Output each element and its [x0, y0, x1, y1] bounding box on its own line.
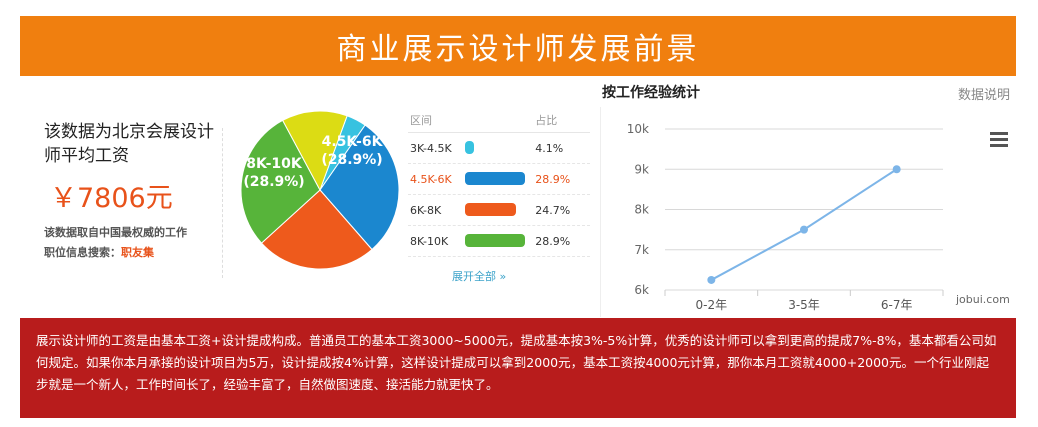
share-bar — [464, 172, 525, 185]
share-bar — [464, 234, 525, 247]
row-share: 4.1% — [535, 141, 564, 155]
description-panel: 展示设计师的工资是由基本工资+设计提成构成。普通员工的基本工资3000~5000… — [20, 318, 1016, 418]
x-tick-label: 6-7年 — [881, 298, 913, 312]
x-tick-label: 3-5年 — [788, 298, 820, 312]
experience-line-chart: 10k 9k 8k 7k 6k 0-2年 3-5年 6-7年 — [600, 107, 1017, 317]
series-line — [710, 168, 898, 281]
table-row: 8K-10K 28.9% — [408, 226, 590, 257]
row-range: 6K-8K — [410, 203, 442, 217]
row-range: 3K-4.5K — [410, 141, 452, 155]
table-row: 4.5K-6K 28.9% — [408, 164, 590, 195]
average-salary: ￥7806元 — [50, 183, 173, 214]
y-tick-label: 6k — [634, 283, 649, 297]
pie-slice — [240, 119, 321, 244]
chart-title: 按工作经验统计 — [602, 85, 700, 101]
page-title: 商业展示设计师发展前景 — [336, 32, 700, 67]
pie-slice — [319, 124, 400, 251]
col-range-header: 区间 — [410, 114, 432, 127]
pie-label-8k-10k: 8K-10K — [246, 156, 303, 172]
share-bar — [464, 203, 516, 216]
data-note-link[interactable]: 数据说明 — [957, 88, 1010, 103]
pie-slice — [282, 110, 348, 192]
salary-summary: 该数据为北京会展设计师平均工资 ￥7806元 该数据取自中国最权威的工作 职位信… — [44, 120, 224, 263]
row-range: 8K-10K — [410, 234, 449, 248]
y-tick-label: 9k — [634, 162, 649, 176]
table-row: 3K-4.5K 4.1% — [408, 133, 590, 164]
watermark: jobui.com — [956, 293, 1010, 306]
salary-pie-chart: 4.5K-6K (28.9%) 8K-10K (28.9%) — [240, 108, 400, 278]
table-header: 区间 占比 — [408, 112, 590, 133]
pie-label-4-5k-6k-pct: (28.9%) — [321, 152, 382, 168]
pie-label-8k-10k-pct: (28.9%) — [243, 174, 304, 190]
data-source: 该数据取自中国最权威的工作 职位信息搜索：职友集 — [44, 223, 224, 263]
jobui-link[interactable]: 职友集 — [121, 246, 154, 259]
chart-menu-icon[interactable] — [990, 132, 1008, 150]
y-tick-label: 8k — [634, 203, 649, 217]
data-point[interactable] — [800, 225, 808, 234]
pie-label-4-5k-6k: 4.5K-6K — [322, 134, 384, 150]
row-range: 4.5K-6K — [410, 172, 452, 186]
y-tick-label: 10k — [627, 122, 649, 136]
salary-distribution-table: 区间 占比 3K-4.5K 4.1% 4.5K-6K 28.9% 6K-8K 24.7% 8… — [408, 112, 590, 257]
search-label: 职位信息搜索： — [44, 246, 121, 259]
source-text: 该数据取自中国最权威的工作 — [44, 226, 187, 239]
table-row: 6K-8K 24.7% — [408, 195, 590, 226]
share-bar — [464, 141, 474, 154]
row-share: 28.9% — [535, 234, 571, 248]
y-tick-label: 7k — [634, 243, 649, 257]
data-point[interactable] — [707, 275, 716, 284]
salary-description: 该数据为北京会展设计师平均工资 — [44, 122, 214, 166]
data-point[interactable] — [892, 165, 901, 174]
col-share-header: 占比 — [535, 114, 558, 127]
row-share: 24.7% — [535, 203, 571, 217]
pie-slice — [260, 189, 373, 270]
chart-header: 按工作经验统计 数据说明 — [600, 80, 1010, 106]
expand-all-link[interactable]: 展开全部 » — [452, 270, 507, 283]
row-share: 28.9% — [535, 172, 571, 186]
x-tick-label: 0-2年 — [696, 298, 728, 312]
title-banner: 商业展示设计师发展前景 — [20, 16, 1016, 76]
description-text: 展示设计师的工资是由基本工资+设计提成构成。普通员工的基本工资3000~5000… — [36, 333, 997, 392]
divider — [222, 128, 223, 278]
